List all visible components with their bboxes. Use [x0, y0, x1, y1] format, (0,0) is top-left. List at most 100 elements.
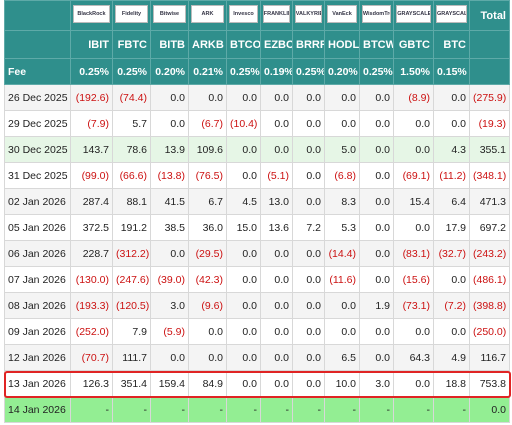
flow-cell: 0.0: [324, 84, 360, 111]
data-row: 06 Jan 2026 228.7 (312.2) 0.0 (29.5) 0.0 0.0 0.…: [4, 240, 510, 267]
flow-cell: 3.0: [150, 292, 189, 319]
total-cell: 471.3: [469, 188, 510, 215]
flow-cell: -: [393, 396, 434, 423]
issuer-logo: Fidelity: [115, 5, 148, 23]
flow-cell: 0.0: [292, 266, 325, 293]
flow-cell: 111.7: [112, 344, 151, 371]
fee-row: Fee 0.25% 0.25% 0.20% 0.21% 0.25% 0.19% 0.25% 0.…: [4, 58, 510, 85]
flow-cell: 88.1: [112, 188, 151, 215]
flow-cell: (32.7): [433, 240, 470, 267]
flow-cell: 4.9: [433, 344, 470, 371]
data-row: 08 Jan 2026 (193.3) (120.5) 3.0 (9.6) 0.0 0.0 0…: [4, 292, 510, 319]
flow-cell: 0.0: [393, 214, 434, 241]
issuer-logo: VALKYRIE: [294, 5, 323, 23]
flow-cell: 0.0: [292, 162, 325, 189]
flow-cell: 0.0: [292, 240, 325, 267]
flow-cell: 0.0: [226, 162, 261, 189]
flow-cell: 0.0: [324, 292, 360, 319]
flow-cell: 13.0: [260, 188, 293, 215]
flow-cell: (192.6): [70, 84, 113, 111]
flow-cell: (11.6): [324, 266, 360, 293]
flow-cell: 0.0: [359, 344, 394, 371]
flow-cell: (70.7): [70, 344, 113, 371]
flow-cell: 0.0: [433, 266, 470, 293]
flow-cell: -: [226, 396, 261, 423]
flow-cell: 191.2: [112, 214, 151, 241]
flow-cell: 0.0: [150, 110, 189, 137]
logo-row: BlackRock Fidelity Bitwise ARK Invesco FRANKL…: [4, 0, 510, 31]
total-header: Total: [469, 0, 510, 31]
flow-cell: 0.0: [359, 110, 394, 137]
logo-cell: BlackRock: [70, 0, 113, 31]
ticker-header: BRRR: [292, 30, 325, 59]
date-cell: 29 Dec 2025: [4, 110, 71, 137]
flow-cell: 0.0: [292, 292, 325, 319]
issuer-logo: GRAYSCALE: [435, 5, 468, 23]
flow-cell: 143.7: [70, 136, 113, 163]
flow-cell: 0.0: [260, 136, 293, 163]
flow-cell: (8.9): [393, 84, 434, 111]
flow-cell: 0.0: [226, 136, 261, 163]
issuer-logo: Bitwise: [153, 5, 186, 23]
ticker-header: BTC: [433, 30, 470, 59]
data-row: 13 Jan 2026 126.3 351.4 159.4 84.9 0.0 0.0 0.0 1…: [4, 370, 510, 397]
flow-cell: 372.5: [70, 214, 113, 241]
ticker-header: BTCW: [359, 30, 394, 59]
flow-cell: (120.5): [112, 292, 151, 319]
flow-cell: 36.0: [188, 214, 227, 241]
ticker-row: IBITFBTCBITBARKBBTCOEZBCBRRRHODLBTCWGBTC…: [4, 30, 510, 59]
ticker-header: GBTC: [393, 30, 434, 59]
flow-cell: (74.4): [112, 84, 151, 111]
flow-cell: 0.0: [292, 344, 325, 371]
date-cell: 07 Jan 2026: [4, 266, 71, 293]
flow-cell: (130.0): [70, 266, 113, 293]
flow-cell: 0.0: [150, 240, 189, 267]
corner-cell: [469, 30, 510, 59]
flow-cell: -: [433, 396, 470, 423]
date-cell: 26 Dec 2025: [4, 84, 71, 111]
data-row: 30 Dec 2025 143.7 78.6 13.9 109.6 0.0 0.0 0.0 5.…: [4, 136, 510, 163]
logo-cell: Fidelity: [112, 0, 151, 31]
flow-cell: 0.0: [226, 240, 261, 267]
flow-cell: 8.3: [324, 188, 360, 215]
flow-cell: 0.0: [359, 136, 394, 163]
flow-cell: 0.0: [292, 188, 325, 215]
fee-cell: 0.20%: [150, 58, 189, 85]
data-row: 12 Jan 2026 (70.7) 111.7 0.0 0.0 0.0 0.0 0.0 6.5…: [4, 344, 510, 371]
flow-cell: 0.0: [359, 240, 394, 267]
flow-cell: -: [292, 396, 325, 423]
total-cell: 753.8: [469, 370, 510, 397]
data-row: 31 Dec 2025 (99.0) (66.6) (13.8) (76.5) 0.0 (5…: [4, 162, 510, 189]
total-cell: (243.2): [469, 240, 510, 267]
flow-cell: 5.0: [324, 136, 360, 163]
date-cell: 12 Jan 2026: [4, 344, 71, 371]
flow-cell: 10.0: [324, 370, 360, 397]
flow-cell: 0.0: [226, 266, 261, 293]
flow-cell: 84.9: [188, 370, 227, 397]
date-cell: 05 Jan 2026: [4, 214, 71, 241]
fee-cell: 0.25%: [359, 58, 394, 85]
flow-cell: 0.0: [260, 110, 293, 137]
fee-cell: 0.25%: [292, 58, 325, 85]
flow-cell: 0.0: [324, 110, 360, 137]
flow-cell: 0.0: [260, 292, 293, 319]
flow-cell: 0.0: [292, 84, 325, 111]
corner-cell: [4, 0, 71, 31]
data-row: 29 Dec 2025 (7.9) 5.7 0.0 (6.7) (10.4) 0.0 0.0 0…: [4, 110, 510, 137]
flow-cell: 18.8: [433, 370, 470, 397]
flow-cell: 3.0: [359, 370, 394, 397]
flow-cell: 15.4: [393, 188, 434, 215]
ticker-header: IBIT: [70, 30, 113, 59]
flow-cell: 0.0: [260, 266, 293, 293]
fee-cell-empty: [469, 58, 510, 85]
flow-cell: (193.3): [70, 292, 113, 319]
flow-cell: -: [324, 396, 360, 423]
flow-cell: 0.0: [393, 136, 434, 163]
logo-cell: WisdomTree: [359, 0, 394, 31]
flow-cell: 0.0: [150, 84, 189, 111]
flow-cell: (6.8): [324, 162, 360, 189]
flow-cell: 0.0: [188, 344, 227, 371]
date-cell: 08 Jan 2026: [4, 292, 71, 319]
ticker-header: HODL: [324, 30, 360, 59]
